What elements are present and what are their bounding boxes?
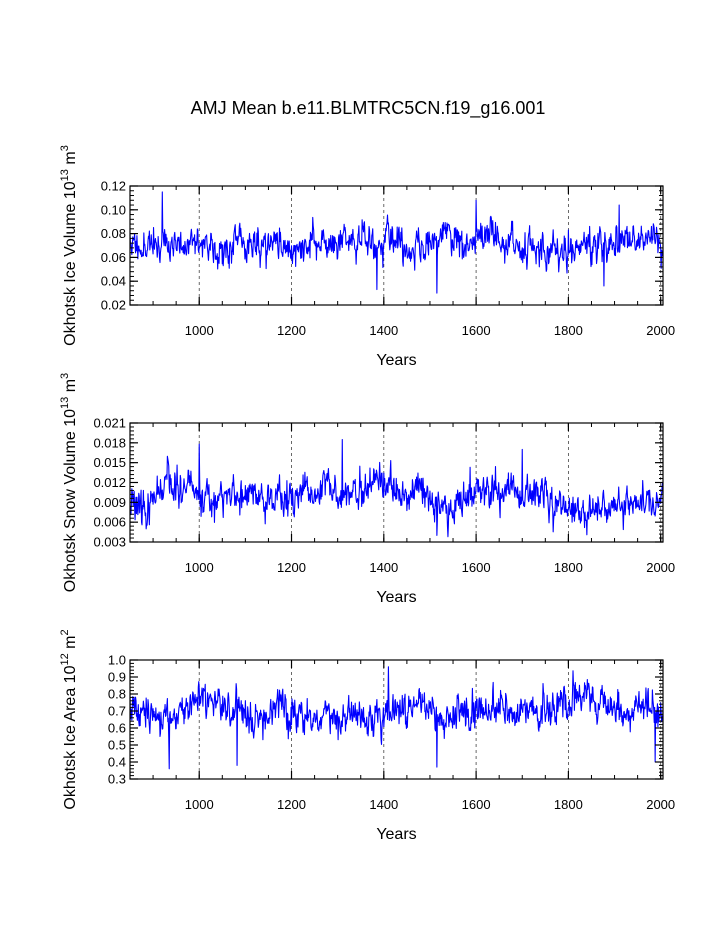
x-tick-label: 2000	[646, 797, 675, 812]
y-tick-label: 0.08	[101, 226, 126, 241]
y-tick-label: 1.0	[108, 653, 126, 668]
x-tick-label: 1800	[554, 560, 583, 575]
x-tick-label: 1200	[277, 323, 306, 338]
plot-frame	[129, 659, 664, 780]
y-label-unit-exponent: 3	[59, 145, 71, 151]
y-tick-label: 0.5	[108, 738, 126, 753]
x-tick-label: 1000	[185, 560, 214, 575]
y-tick-label: 0.04	[101, 274, 126, 289]
y-tick-label: 0.02	[101, 298, 126, 313]
y-label-unit: m	[62, 379, 79, 397]
x-tick-label: 1200	[277, 797, 306, 812]
y-tick-label: 0.021	[93, 416, 126, 431]
y-axis-label: Okhotsk Ice Area 1012 m2	[59, 629, 79, 809]
y-tick-label: 0.06	[101, 250, 126, 265]
y-tick-label: 0.006	[93, 515, 126, 530]
y-label-main: Okhotsk Ice Area 10	[62, 665, 79, 809]
x-tick-label: 1400	[369, 323, 398, 338]
x-tick-label: 1600	[462, 797, 491, 812]
y-label-main: Okhotsk Snow Volume 10	[62, 409, 79, 592]
y-label-unit: m	[62, 636, 79, 654]
series-line	[129, 666, 664, 770]
y-tick-label: 0.015	[93, 455, 126, 470]
y-label-unit-exponent: 2	[59, 629, 71, 635]
figure-title: AMJ Mean b.e11.BLMTRC5CN.f19_g16.001	[191, 98, 546, 119]
series-line	[129, 191, 664, 294]
y-tick-label: 0.9	[108, 670, 126, 685]
x-axis-label: Years	[376, 352, 416, 369]
x-tick-label: 1200	[277, 560, 306, 575]
y-label-exponent: 12	[59, 653, 71, 665]
x-tick-label: 2000	[646, 560, 675, 575]
y-tick-label: 0.6	[108, 721, 126, 736]
x-tick-label: 1000	[185, 323, 214, 338]
y-label-main: Okhotsk Ice Volume 10	[62, 181, 79, 346]
y-label-unit: m	[62, 151, 79, 169]
x-tick-label: 1600	[462, 560, 491, 575]
x-tick-label: 1400	[369, 560, 398, 575]
x-tick-label: 1800	[554, 797, 583, 812]
y-tick-label: 0.7	[108, 704, 126, 719]
x-tick-label: 1400	[369, 797, 398, 812]
y-tick-label: 0.009	[93, 495, 126, 510]
series-line	[129, 438, 664, 538]
panel-2: 1000 1200 1400 1600 1800 2000 0.003 0.006 0.009 0…	[59, 373, 675, 606]
x-tick-label: 2000	[646, 323, 675, 338]
y-axis-label: Okhotsk Snow Volume 1013 m3	[59, 373, 79, 592]
panel-1: 1000 1200 1400 1600 1800 2000 0.02 0.04 0.06 0.08…	[59, 145, 675, 369]
y-tick-label: 0.8	[108, 687, 126, 702]
x-axis-label: Years	[376, 589, 416, 606]
y-axis-label: Okhotsk Ice Volume 1013 m3	[59, 145, 79, 346]
y-tick-label: 0.12	[101, 179, 126, 194]
y-tick-label: 0.10	[101, 202, 126, 217]
x-axis-label: Years	[376, 826, 416, 843]
panel-3: 1000 1200 1400 1600 1800 2000 0.3 0.4 0.5 0.6 0.7 0…	[59, 629, 675, 843]
plot-frame	[129, 185, 664, 306]
y-label-exponent: 13	[59, 397, 71, 409]
y-label-unit-exponent: 3	[59, 373, 71, 379]
x-tick-label: 1000	[185, 797, 214, 812]
panels: 1000 1200 1400 1600 1800 2000 0.02 0.04 0.06 0.08…	[59, 145, 675, 843]
y-tick-label: 0.3	[108, 772, 126, 787]
y-tick-label: 0.4	[108, 755, 126, 770]
x-tick-label: 1600	[462, 323, 491, 338]
y-label-exponent: 13	[59, 169, 71, 181]
y-tick-label: 0.003	[93, 535, 126, 550]
y-tick-label: 0.018	[93, 435, 126, 450]
x-tick-label: 1800	[554, 323, 583, 338]
y-tick-label: 0.012	[93, 475, 126, 490]
